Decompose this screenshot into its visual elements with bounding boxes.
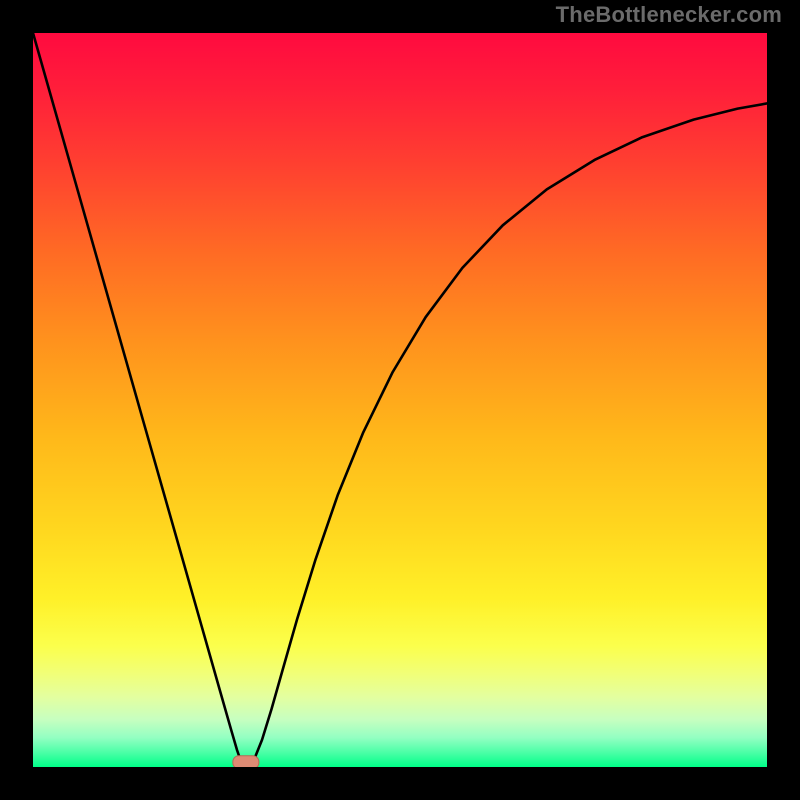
chart-frame: TheBottlenecker.com [0, 0, 800, 800]
watermark-text: TheBottlenecker.com [556, 2, 782, 28]
chart-svg [0, 0, 800, 800]
optimal-marker [233, 756, 259, 769]
plot-gradient-bg [33, 33, 767, 767]
